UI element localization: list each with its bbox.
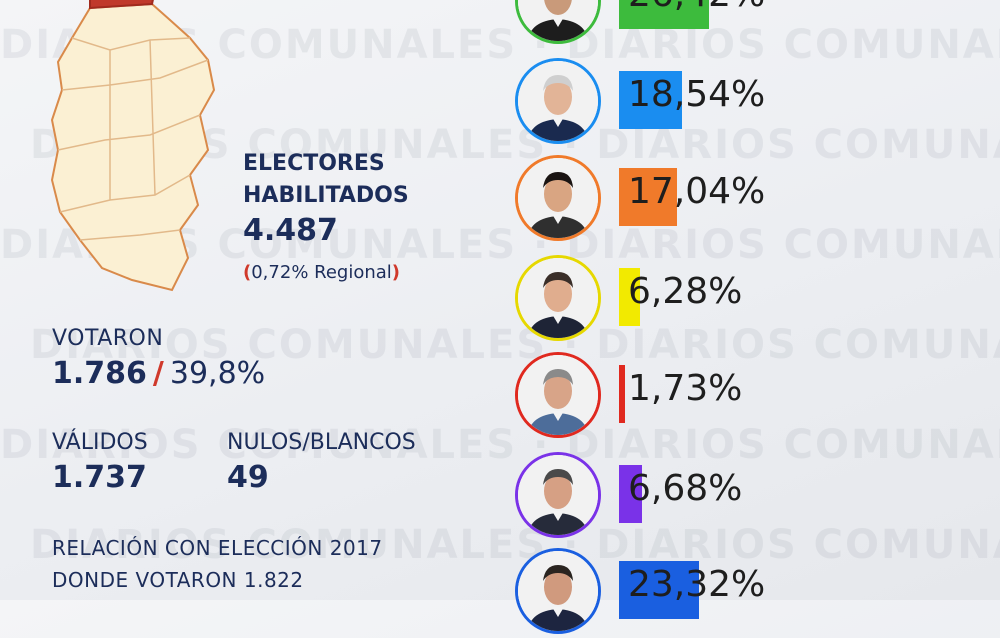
candidate-photo — [515, 548, 601, 634]
candidate-photo — [515, 155, 601, 241]
candidate-row: 23,32% — [515, 548, 975, 638]
watermark-row-3: DIARIOS COMUNALES · DIARIOS COMUNALES · … — [0, 222, 1000, 268]
percentage-label: 23,32% — [628, 564, 766, 605]
nulos-label: NULOS/BLANCOS — [227, 430, 416, 455]
votaron-percent: 39,8% — [169, 356, 266, 391]
percentage-label: 18,54% — [628, 74, 766, 115]
votaron-value: 1.786/39,8% — [52, 356, 266, 391]
votaron-label: VOTARON — [52, 326, 164, 351]
percentage-bar — [619, 365, 625, 423]
candidate-row: 17,04% — [515, 155, 975, 245]
electores-value: 4.487 — [243, 213, 338, 248]
percentage-label: 17,04% — [628, 171, 766, 212]
percentage-label: 1,73% — [628, 368, 743, 409]
watermark-row-4: DIARIOS COMUNALES · DIARIOS COMUNALES · … — [30, 322, 1000, 368]
percentage-bar — [619, 71, 683, 129]
relacion-line-1: RELACIÓN CON ELECCIÓN 2017 — [52, 536, 383, 560]
candidate-row: 6,28% — [515, 255, 975, 345]
validos-value: 1.737 — [52, 460, 147, 495]
percentage-bar — [619, 465, 642, 523]
candidate-photo — [515, 255, 601, 341]
watermark-row-5: DIARIOS COMUNALES · DIARIOS COMUNALES · … — [0, 422, 1000, 468]
electores-regional-text: 0,72% Regional — [251, 262, 392, 283]
electores-regional: (0,72% Regional) — [243, 262, 401, 283]
region-map-shape — [50, 2, 216, 292]
candidate-photo — [515, 452, 601, 538]
candidate-photo — [515, 58, 601, 144]
region-map — [50, 0, 216, 292]
percentage-bar — [619, 0, 710, 29]
candidate-photo — [515, 352, 601, 438]
highlighted-commune — [89, 0, 154, 10]
candidate-row: 26,42% — [515, 0, 975, 48]
candidate-row: 18,54% — [515, 58, 975, 148]
percentage-bar — [619, 168, 678, 226]
relacion-line-2: DONDE VOTARON 1.822 — [52, 568, 304, 592]
candidate-row: 6,68% — [515, 452, 975, 542]
candidate-row: 1,73% — [515, 352, 975, 442]
watermark-row-6: DIARIOS COMUNALES · DIARIOS COMUNALES · … — [30, 522, 1000, 568]
validos-label: VÁLIDOS — [52, 430, 148, 455]
votaron-count: 1.786 — [52, 356, 147, 391]
percentage-label: 26,42% — [628, 0, 765, 15]
candidate-photo — [515, 0, 601, 44]
electores-label: ELECTORES HABILITADOS — [243, 151, 409, 208]
percentage-label: 6,68% — [628, 468, 743, 509]
percentage-label: 6,28% — [628, 271, 743, 312]
percentage-bar — [619, 268, 641, 326]
region-map-divisions — [57, 37, 209, 241]
nulos-value: 49 — [227, 460, 269, 495]
